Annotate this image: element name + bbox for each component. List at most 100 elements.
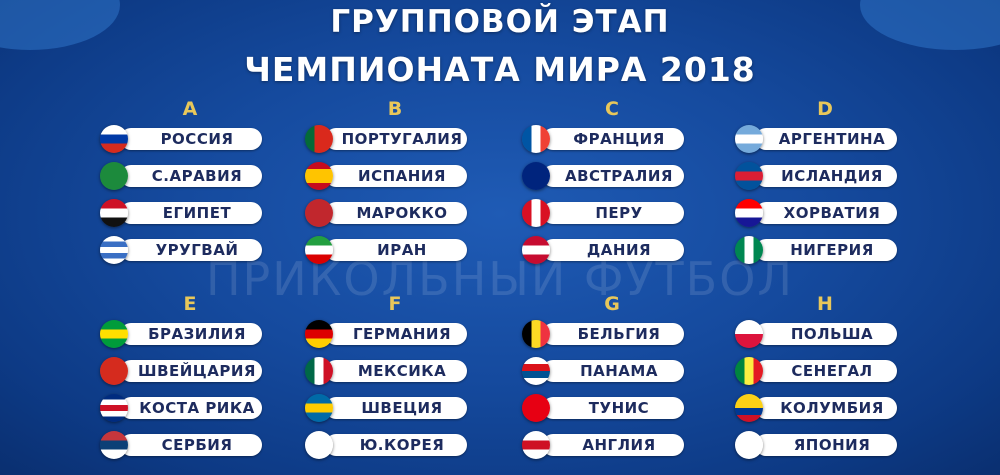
flag-icon <box>100 125 128 153</box>
flag-icon <box>735 236 763 264</box>
team-row: КОСТА РИКА <box>100 394 265 422</box>
team-name: ЕГИПЕТ <box>120 202 262 224</box>
flag-icon <box>522 236 550 264</box>
team-name: ЯПОНИЯ <box>755 434 897 456</box>
title-line-1: ГРУППОВОЙ ЭТАП <box>330 4 670 40</box>
flag-icon <box>522 125 550 153</box>
team-name: С.АРАВИЯ <box>120 165 262 187</box>
team-row: ПАНАМА <box>522 357 687 385</box>
group-letter: H <box>817 293 833 315</box>
group-letter: C <box>605 98 619 120</box>
flag-icon <box>100 236 128 264</box>
team-name: ФРАНЦИЯ <box>542 128 684 150</box>
flag-icon <box>100 320 128 348</box>
flag-icon <box>735 162 763 190</box>
team-name: ИСЛАНДИЯ <box>755 165 897 187</box>
team-row: ШВЕЙЦАРИЯ <box>100 357 265 385</box>
flag-icon <box>735 431 763 459</box>
flag-icon <box>735 125 763 153</box>
flag-icon <box>100 394 128 422</box>
team-row: ДАНИЯ <box>522 236 687 264</box>
team-row: С.АРАВИЯ <box>100 162 265 190</box>
team-name: ГЕРМАНИЯ <box>325 323 467 345</box>
flag-icon <box>305 236 333 264</box>
group-letter: A <box>182 98 198 120</box>
team-row: ИСЛАНДИЯ <box>735 162 900 190</box>
flag-icon <box>305 162 333 190</box>
team-name: ШВЕЙЦАРИЯ <box>120 360 262 382</box>
team-name: БЕЛЬГИЯ <box>542 323 684 345</box>
team-row: БРАЗИЛИЯ <box>100 320 265 348</box>
title-line-2: ЧЕМПИОНАТА МИРА 2018 <box>244 50 756 89</box>
team-row: МАРОККО <box>305 199 470 227</box>
team-name: СЕРБИЯ <box>120 434 262 456</box>
group-letter: D <box>817 98 833 120</box>
team-row: ХОРВАТИЯ <box>735 199 900 227</box>
team-name: БРАЗИЛИЯ <box>120 323 262 345</box>
group-letter: G <box>604 293 620 315</box>
team-name: ИСПАНИЯ <box>325 165 467 187</box>
team-name: РОССИЯ <box>120 128 262 150</box>
team-name: МЕКСИКА <box>325 360 467 382</box>
flag-icon <box>100 199 128 227</box>
flag-icon <box>522 199 550 227</box>
team-row: АРГЕНТИНА <box>735 125 900 153</box>
flag-icon <box>305 125 333 153</box>
group-letter: E <box>183 293 197 315</box>
flag-icon <box>735 199 763 227</box>
team-row: ПОРТУГАЛИЯ <box>305 125 470 153</box>
team-name: ШВЕЦИЯ <box>325 397 467 419</box>
group-letter: B <box>387 98 403 120</box>
team-row: АНГЛИЯ <box>522 431 687 459</box>
flag-icon <box>735 320 763 348</box>
flag-icon <box>735 394 763 422</box>
group-letter: F <box>388 293 402 315</box>
team-name: УРУГВАЙ <box>120 239 262 261</box>
flag-icon <box>305 431 333 459</box>
team-row: ИРАН <box>305 236 470 264</box>
flag-icon <box>522 431 550 459</box>
flag-icon <box>100 357 128 385</box>
team-row: ФРАНЦИЯ <box>522 125 687 153</box>
team-row: ПЕРУ <box>522 199 687 227</box>
team-name: ПОЛЬША <box>755 323 897 345</box>
team-name: МАРОККО <box>325 202 467 224</box>
team-row: СЕРБИЯ <box>100 431 265 459</box>
team-name: ТУНИС <box>542 397 684 419</box>
team-name: ПЕРУ <box>542 202 684 224</box>
team-row: УРУГВАЙ <box>100 236 265 264</box>
team-row: ЯПОНИЯ <box>735 431 900 459</box>
watermark: ПРИКОЛЬНЫЙ ФУТБОЛ <box>205 252 795 306</box>
team-name: Ю.КОРЕЯ <box>325 434 467 456</box>
team-name: СЕНЕГАЛ <box>755 360 897 382</box>
team-name: ПОРТУГАЛИЯ <box>325 128 467 150</box>
flag-icon <box>522 162 550 190</box>
team-row: ТУНИС <box>522 394 687 422</box>
flag-icon <box>735 357 763 385</box>
flag-icon <box>100 431 128 459</box>
team-row: НИГЕРИЯ <box>735 236 900 264</box>
team-name: КОСТА РИКА <box>120 397 262 419</box>
flag-icon <box>522 357 550 385</box>
team-row: АВСТРАЛИЯ <box>522 162 687 190</box>
team-name: ПАНАМА <box>542 360 684 382</box>
flag-icon <box>100 162 128 190</box>
flag-icon <box>522 394 550 422</box>
team-name: ИРАН <box>325 239 467 261</box>
team-row: СЕНЕГАЛ <box>735 357 900 385</box>
team-name: НИГЕРИЯ <box>755 239 897 261</box>
team-row: БЕЛЬГИЯ <box>522 320 687 348</box>
team-row: ЕГИПЕТ <box>100 199 265 227</box>
team-name: ХОРВАТИЯ <box>755 202 897 224</box>
team-name: АВСТРАЛИЯ <box>542 165 684 187</box>
team-name: АНГЛИЯ <box>542 434 684 456</box>
team-row: ПОЛЬША <box>735 320 900 348</box>
flag-icon <box>305 199 333 227</box>
team-row: МЕКСИКА <box>305 357 470 385</box>
flag-icon <box>305 394 333 422</box>
team-row: ШВЕЦИЯ <box>305 394 470 422</box>
team-name: ДАНИЯ <box>542 239 684 261</box>
team-row: КОЛУМБИЯ <box>735 394 900 422</box>
team-row: ИСПАНИЯ <box>305 162 470 190</box>
